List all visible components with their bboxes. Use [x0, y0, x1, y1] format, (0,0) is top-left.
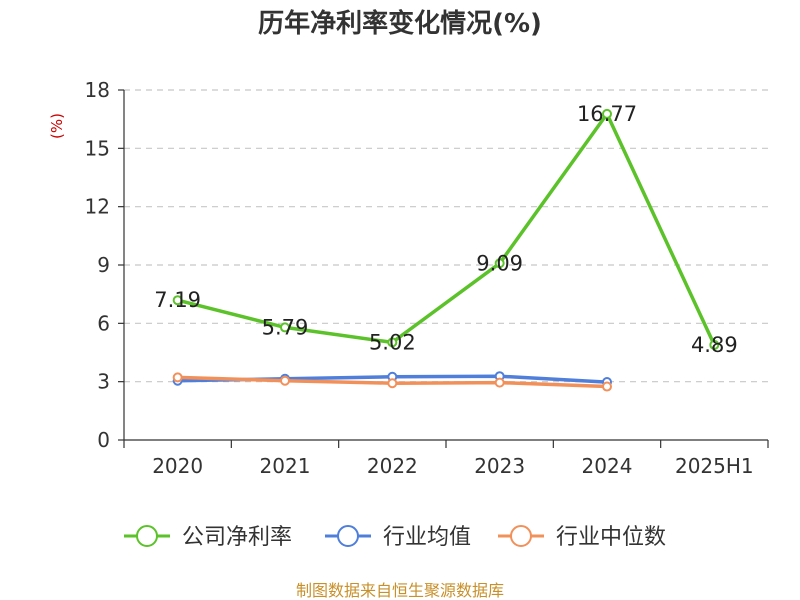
x-tick-label-2020: 2020: [152, 454, 203, 478]
data-label-2023: 9.09: [476, 251, 523, 275]
data-source-note: 制图数据来自恒生聚源数据库: [296, 581, 504, 600]
y-tick-label-3: 3: [97, 370, 110, 394]
series-layer: [172, 108, 720, 392]
legend-swatch-marker-行业均值: [337, 525, 359, 547]
x-tick-label-2024: 2024: [582, 454, 633, 478]
point-行业中位数-2021: [280, 375, 290, 386]
axes: 0 3 6 9 12 15 18 2020 2021 2022 2023 2024 2025H1: [85, 78, 769, 478]
point-公司净利率-2022: [387, 337, 398, 348]
series-line-公司净利率: [175, 112, 717, 347]
point-行业中位数-2024: [602, 381, 612, 392]
data-labels: 7.19 5.79 5.02 9.09 16.77 4.89: [154, 102, 737, 357]
point-公司净利率-2023: [494, 258, 505, 269]
legend[interactable]: 公司净利率 行业均值 行业中位数: [124, 525, 666, 550]
y-tick-label-12: 12: [85, 195, 110, 219]
point-行业中位数-2023: [494, 377, 505, 388]
gridlines: [124, 89, 768, 383]
data-label-2024: 16.77: [577, 102, 637, 126]
point-行业中位数-2020: [172, 372, 183, 383]
point-公司净利率-2021: [280, 322, 290, 333]
x-tick-label-2025H1: 2025H1: [675, 454, 754, 478]
y-tick-label-6: 6: [97, 311, 110, 335]
point-公司净利率-2025H1: [709, 339, 720, 350]
x-tick-label-2022: 2022: [367, 454, 418, 478]
data-label-2021: 5.79: [262, 315, 309, 339]
y-tick-label-18: 18: [85, 78, 110, 102]
legend-label-行业均值: 行业均值: [383, 525, 471, 550]
legend-item-公司净利率[interactable]: 公司净利率: [124, 525, 292, 550]
y-axis-label: (%): [48, 113, 66, 139]
data-label-2025H1: 4.89: [691, 333, 738, 357]
data-label-2020: 7.19: [154, 288, 201, 312]
point-行业中位数-2022: [387, 378, 398, 389]
y-tick-label-0: 0: [97, 428, 110, 452]
legend-label-行业中位数: 行业中位数: [556, 525, 666, 550]
y-tick-label-15: 15: [85, 136, 110, 160]
legend-label-公司净利率: 公司净利率: [182, 525, 292, 550]
legend-item-行业中位数[interactable]: 行业中位数: [498, 525, 666, 550]
data-label-2022: 5.02: [369, 330, 416, 354]
legend-swatch-marker-行业中位数: [510, 525, 532, 547]
point-公司净利率-2024: [602, 108, 612, 119]
legend-item-行业均值[interactable]: 行业均值: [325, 525, 471, 550]
legend-swatch-marker-公司净利率: [136, 525, 158, 547]
x-tick-label-2023: 2023: [474, 454, 525, 478]
x-tick-label-2021: 2021: [260, 454, 311, 478]
chart-title: 历年净利率变化情况(%): [258, 8, 542, 39]
point-公司净利率-2020: [172, 295, 183, 306]
y-tick-label-9: 9: [97, 253, 110, 277]
